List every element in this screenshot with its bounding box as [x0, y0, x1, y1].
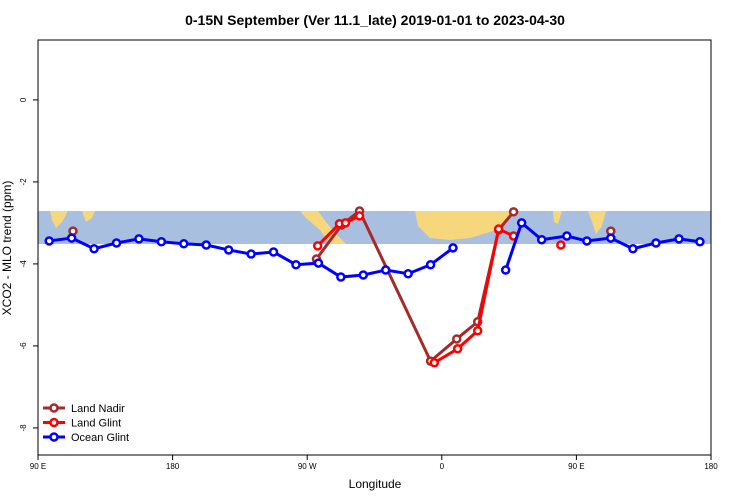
point [111, 238, 122, 248]
land [588, 211, 606, 234]
y-tick-label: -6 [19, 342, 28, 350]
x-tick-label: 180 [704, 462, 718, 471]
point [508, 207, 519, 217]
land [415, 211, 512, 240]
legend-marker [49, 403, 59, 413]
point [472, 325, 483, 336]
point [312, 241, 323, 251]
point [223, 245, 234, 255]
x-tick-label: 180 [166, 462, 180, 471]
point [695, 237, 705, 247]
x-tick-label: 90 E [568, 462, 584, 471]
point [340, 218, 351, 228]
point [452, 334, 462, 344]
point [336, 272, 346, 282]
point [628, 243, 638, 254]
x-tick-label: 90 W [298, 462, 317, 471]
y-tick-label: -8 [19, 424, 28, 432]
legend-label: Land Glint [71, 418, 121, 430]
x-tick-label: 0 [440, 462, 445, 471]
point [582, 236, 592, 246]
point [313, 258, 324, 268]
point [268, 247, 279, 257]
point [403, 268, 413, 279]
x-tick-label: 90 E [30, 462, 46, 471]
land [553, 211, 562, 224]
point [358, 270, 369, 280]
legend-label: Ocean Glint [71, 432, 129, 444]
point [44, 236, 54, 246]
point [246, 249, 256, 259]
point [156, 237, 167, 247]
land [50, 211, 68, 228]
plot-frame [37, 39, 712, 456]
point [500, 265, 511, 275]
point [134, 234, 144, 244]
point [562, 231, 572, 241]
point [651, 238, 661, 248]
point [425, 259, 436, 270]
y-tick-label: -2 [19, 178, 28, 186]
map-band [38, 211, 711, 244]
point [556, 240, 566, 250]
legend-marker [49, 432, 59, 442]
point [201, 240, 211, 250]
x-axis-label: Longitude [349, 477, 402, 491]
point [89, 243, 99, 254]
point [291, 259, 301, 270]
point [179, 239, 189, 249]
point [674, 234, 684, 244]
point [536, 234, 547, 245]
point [452, 344, 463, 354]
point [354, 211, 365, 221]
point [429, 357, 440, 368]
y-axis-label: XCO2 - MLO trend (ppm) [0, 181, 14, 316]
y-tick-label: 0 [19, 97, 28, 102]
chart-title: 0-15N September (Ver 11.1_late) 2019-01-… [185, 12, 565, 28]
legend-label: Land Nadir [71, 403, 125, 415]
point [66, 233, 77, 243]
legend-marker [49, 417, 59, 428]
point [448, 243, 458, 253]
point [380, 265, 391, 275]
point [606, 233, 616, 243]
y-tick-label: -4 [19, 260, 28, 268]
point [493, 224, 504, 234]
point [516, 218, 527, 228]
land [82, 211, 95, 222]
